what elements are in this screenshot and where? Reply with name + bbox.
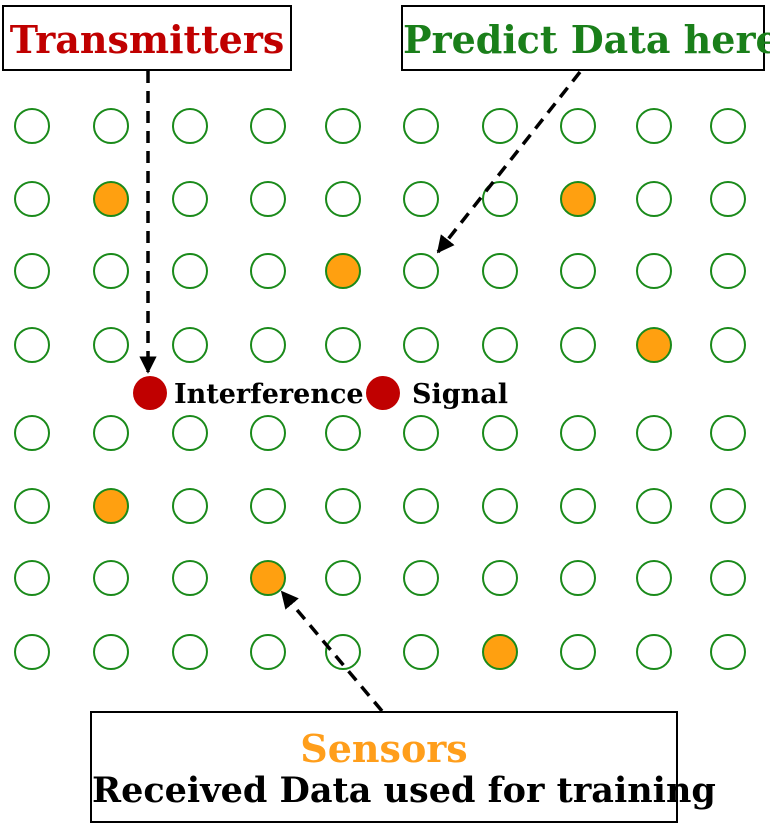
grid-node	[172, 253, 208, 289]
grid-node	[172, 415, 208, 451]
grid-node	[636, 634, 672, 670]
grid-node	[172, 181, 208, 217]
grid-node	[482, 108, 518, 144]
predict-arrow	[436, 70, 582, 254]
grid-node	[482, 560, 518, 596]
grid-node	[710, 181, 746, 217]
grid-node	[560, 488, 596, 524]
grid-node	[250, 253, 286, 289]
sensor-node	[482, 634, 518, 670]
grid-node	[560, 415, 596, 451]
interference-label: Interference	[174, 379, 364, 410]
grid-node	[14, 327, 50, 363]
grid-node	[636, 253, 672, 289]
grid-node	[172, 560, 208, 596]
grid-node	[93, 560, 129, 596]
grid-node	[403, 560, 439, 596]
grid-node	[482, 327, 518, 363]
grid-node	[325, 327, 361, 363]
sensor-node	[93, 181, 129, 217]
grid-node	[325, 108, 361, 144]
grid-node	[560, 108, 596, 144]
predict-box: Predict Data here	[401, 5, 770, 71]
grid-node	[325, 560, 361, 596]
grid-node	[93, 634, 129, 670]
grid-node	[710, 415, 746, 451]
transmitters-box: Transmitters	[2, 5, 292, 71]
grid-node	[636, 181, 672, 217]
grid-node	[560, 560, 596, 596]
grid-node	[93, 415, 129, 451]
grid-node	[482, 181, 518, 217]
grid-node	[710, 488, 746, 524]
grid-node	[14, 488, 50, 524]
grid-node	[710, 560, 746, 596]
grid-node	[636, 560, 672, 596]
grid-node	[250, 108, 286, 144]
grid-node	[710, 253, 746, 289]
grid-node	[14, 415, 50, 451]
grid-node	[710, 327, 746, 363]
grid-node	[250, 327, 286, 363]
grid-node	[172, 634, 208, 670]
grid-node	[403, 253, 439, 289]
sensors-subtitle: Received Data used for training	[92, 770, 716, 811]
grid-node	[403, 415, 439, 451]
grid-node	[93, 108, 129, 144]
grid-node	[172, 108, 208, 144]
grid-node	[636, 108, 672, 144]
signal-label: Signal	[412, 379, 509, 410]
grid-node	[560, 253, 596, 289]
grid-node	[325, 634, 361, 670]
grid-node	[403, 181, 439, 217]
sensor-node	[93, 488, 129, 524]
transmitters-title: Transmitters	[9, 17, 285, 62]
grid-node	[250, 634, 286, 670]
grid-node	[403, 327, 439, 363]
grid-node	[560, 327, 596, 363]
grid-node	[710, 108, 746, 144]
grid-node	[14, 108, 50, 144]
grid-node	[560, 634, 596, 670]
grid-node	[482, 253, 518, 289]
grid-node	[403, 634, 439, 670]
sensor-node	[560, 181, 596, 217]
predict-title: Predict Data here	[403, 17, 770, 62]
sensor-node	[325, 253, 361, 289]
grid-node	[14, 253, 50, 289]
sensor-node	[636, 327, 672, 363]
interference-transmitter-dot	[133, 376, 167, 410]
grid-node	[93, 253, 129, 289]
grid-node	[93, 327, 129, 363]
grid-node	[325, 488, 361, 524]
grid-node	[325, 181, 361, 217]
grid-node	[250, 415, 286, 451]
signal-transmitter-dot	[366, 376, 400, 410]
grid-node	[14, 634, 50, 670]
grid-node	[172, 488, 208, 524]
grid-node	[14, 560, 50, 596]
sensors-arrow	[280, 590, 384, 713]
sensors-title: Sensors	[300, 726, 468, 771]
sensors-box: Sensors Received Data used for training	[90, 711, 716, 823]
grid-node	[250, 488, 286, 524]
grid-node	[403, 488, 439, 524]
grid-node	[482, 415, 518, 451]
sensor-node	[250, 560, 286, 596]
grid-node	[636, 488, 672, 524]
grid-node	[636, 415, 672, 451]
grid-node	[172, 327, 208, 363]
grid-node	[482, 488, 518, 524]
grid-node	[325, 415, 361, 451]
grid-node	[14, 181, 50, 217]
grid-node	[403, 108, 439, 144]
grid-node	[250, 181, 286, 217]
grid-node	[710, 634, 746, 670]
